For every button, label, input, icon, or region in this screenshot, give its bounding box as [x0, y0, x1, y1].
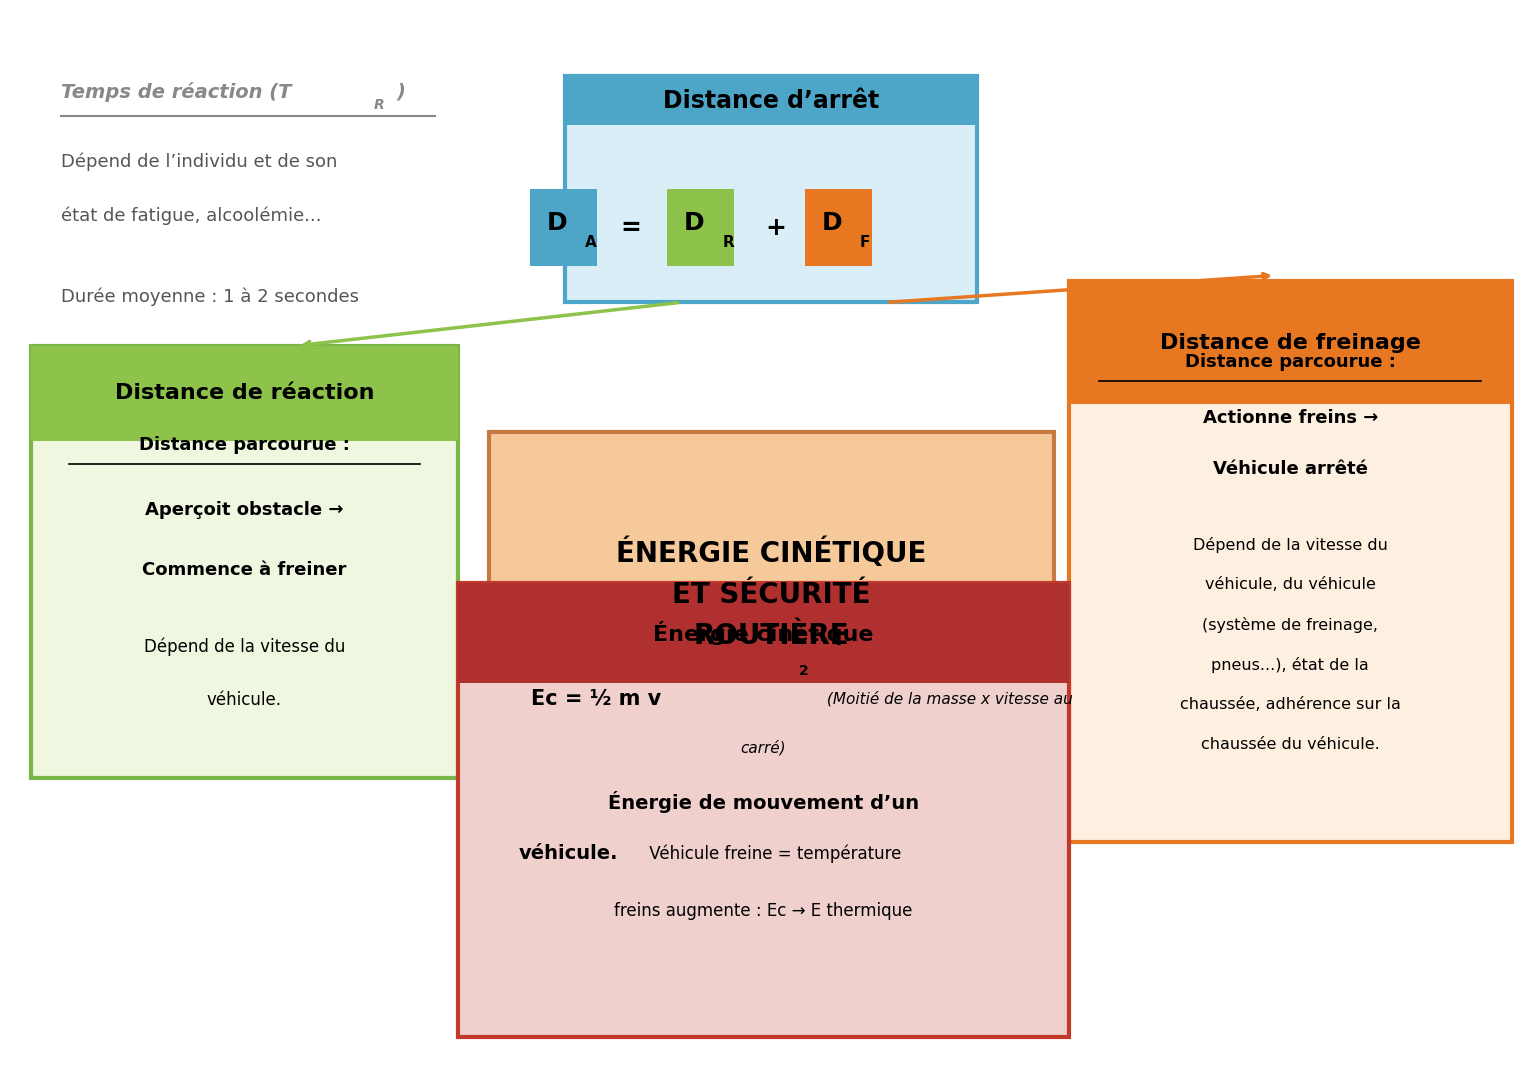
- Text: pneus...), état de la: pneus...), état de la: [1211, 657, 1370, 673]
- Text: D: D: [684, 212, 704, 235]
- Text: A: A: [585, 235, 597, 251]
- Text: Aperçoit obstacle →: Aperçoit obstacle →: [145, 501, 344, 519]
- Text: véhicule.: véhicule.: [206, 691, 282, 710]
- Text: ): ): [397, 82, 406, 102]
- Text: R: R: [374, 98, 385, 111]
- FancyBboxPatch shape: [1069, 281, 1512, 404]
- Text: carré): carré): [741, 740, 786, 755]
- Text: +: +: [765, 216, 786, 240]
- Text: 2: 2: [799, 664, 808, 678]
- Text: D: D: [547, 212, 567, 235]
- Text: Distance de freinage: Distance de freinage: [1161, 333, 1420, 352]
- FancyBboxPatch shape: [489, 432, 1054, 756]
- Text: véhicule.: véhicule.: [519, 845, 618, 863]
- Text: Distance parcourue :: Distance parcourue :: [1185, 353, 1396, 372]
- Text: Dépend de la vitesse du: Dépend de la vitesse du: [1193, 537, 1388, 553]
- Text: Temps de réaction (T: Temps de réaction (T: [61, 82, 292, 102]
- FancyBboxPatch shape: [1069, 281, 1512, 842]
- Text: Distance parcourue :: Distance parcourue :: [139, 436, 350, 454]
- Text: état de fatigue, alcoolémie...: état de fatigue, alcoolémie...: [61, 206, 322, 226]
- Text: R: R: [722, 235, 734, 251]
- Text: Distance de réaction: Distance de réaction: [115, 383, 374, 403]
- Text: véhicule, du véhicule: véhicule, du véhicule: [1205, 578, 1376, 593]
- Text: freins augmente : Ec → E thermique: freins augmente : Ec → E thermique: [614, 902, 913, 920]
- Text: Dépend de l’individu et de son: Dépend de l’individu et de son: [61, 152, 337, 172]
- Text: chaussée, adhérence sur la: chaussée, adhérence sur la: [1180, 698, 1400, 713]
- Text: =: =: [620, 216, 641, 240]
- Text: Actionne freins →: Actionne freins →: [1203, 409, 1377, 427]
- Text: Durée moyenne : 1 à 2 secondes: Durée moyenne : 1 à 2 secondes: [61, 287, 359, 307]
- Text: Commence à freiner: Commence à freiner: [142, 561, 347, 579]
- Text: Véhicule arrêté: Véhicule arrêté: [1212, 460, 1368, 477]
- Text: Dépend de la vitesse du: Dépend de la vitesse du: [144, 637, 345, 657]
- FancyBboxPatch shape: [31, 346, 458, 778]
- Text: Énergie cinétique: Énergie cinétique: [654, 621, 873, 645]
- FancyBboxPatch shape: [458, 583, 1069, 683]
- Text: Énergie de mouvement d’un: Énergie de mouvement d’un: [608, 791, 919, 813]
- Text: Distance d’arrêt: Distance d’arrêt: [663, 89, 880, 112]
- FancyBboxPatch shape: [31, 346, 458, 441]
- Text: F: F: [860, 235, 870, 251]
- Text: (système de freinage,: (système de freinage,: [1202, 617, 1379, 633]
- FancyBboxPatch shape: [667, 189, 734, 267]
- FancyBboxPatch shape: [565, 76, 977, 302]
- Text: Ec = ½ m v: Ec = ½ m v: [531, 688, 661, 708]
- FancyBboxPatch shape: [530, 189, 597, 267]
- Text: chaussée du véhicule.: chaussée du véhicule.: [1200, 738, 1380, 753]
- FancyBboxPatch shape: [458, 583, 1069, 1037]
- Text: Véhicule freine = température: Véhicule freine = température: [644, 845, 902, 863]
- Text: ÉNERGIE CINÉTIQUE
ET SÉCURITÉ
ROUTIÈRE: ÉNERGIE CINÉTIQUE ET SÉCURITÉ ROUTIÈRE: [615, 538, 927, 650]
- Text: D: D: [822, 212, 841, 235]
- FancyBboxPatch shape: [805, 189, 872, 267]
- FancyBboxPatch shape: [565, 76, 977, 125]
- Text: (Moitié de la masse x vitesse au: (Moitié de la masse x vitesse au: [822, 690, 1072, 706]
